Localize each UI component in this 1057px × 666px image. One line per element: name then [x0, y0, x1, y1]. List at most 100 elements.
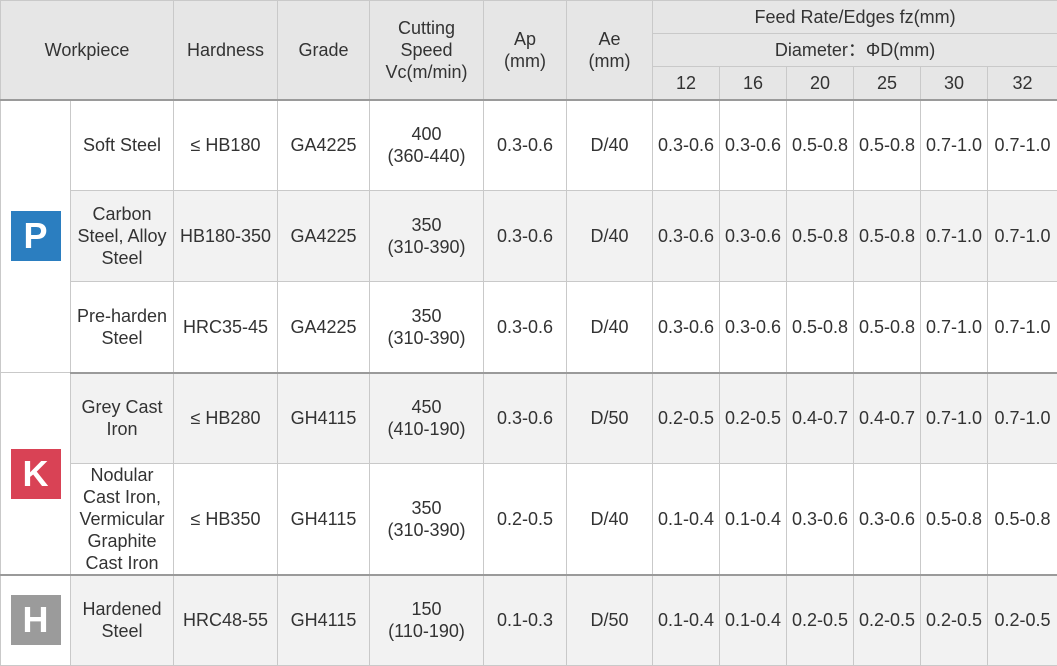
feed-cell: 0.5-0.8: [854, 100, 921, 191]
hardness-cell: HB180-350: [174, 191, 278, 282]
workpiece-cell: Nodular Cast Iron, Vermicular Graphite C…: [71, 464, 174, 576]
table-row: P Soft Steel ≤ HB180 GA4225 400 (360-440…: [1, 100, 1057, 191]
cutting-speed-cell: 450 (410-190): [370, 373, 484, 464]
feed-cell: 0.5-0.8: [854, 282, 921, 373]
cutting-speed-value: 350: [370, 497, 483, 519]
cutting-speed-value: 350: [370, 214, 483, 236]
hardness-cell: HRC35-45: [174, 282, 278, 373]
feed-cell: 0.7-1.0: [921, 373, 988, 464]
cutting-speed-range: (360-440): [370, 145, 483, 167]
feed-cell: 0.5-0.8: [854, 191, 921, 282]
header-workpiece: Workpiece: [1, 1, 174, 100]
group-p-cell: P: [1, 100, 71, 373]
feed-cell: 0.2-0.5: [720, 373, 787, 464]
ap-cell: 0.3-0.6: [484, 373, 567, 464]
cutting-speed-value: 150: [370, 598, 483, 620]
feed-cell: 0.1-0.4: [720, 464, 787, 576]
feed-cell: 0.3-0.6: [720, 100, 787, 191]
ae-cell: D/40: [567, 100, 653, 191]
feed-cell: 0.4-0.7: [787, 373, 854, 464]
cutting-speed-cell: 350 (310-390): [370, 464, 484, 576]
header-ap-line: (mm): [484, 50, 566, 72]
header-feed-rate: Feed Rate/Edges fz(mm): [653, 1, 1057, 34]
header-ae: Ae (mm): [567, 1, 653, 100]
workpiece-line: Steel: [71, 327, 173, 349]
workpiece-line: Nodular: [71, 464, 173, 486]
workpiece-line: Iron: [71, 418, 173, 440]
ap-cell: 0.2-0.5: [484, 464, 567, 576]
workpiece-line: Hardened: [71, 598, 173, 620]
header-ae-line: (mm): [567, 50, 652, 72]
workpiece-cell: Soft Steel: [71, 100, 174, 191]
cutting-speed-cell: 350 (310-390): [370, 282, 484, 373]
group-badge-p: P: [11, 211, 61, 261]
cutting-speed-range: (310-390): [370, 327, 483, 349]
header-cutting-speed-line: Cutting: [370, 17, 483, 39]
cutting-speed-range: (410-190): [370, 418, 483, 440]
header-grade: Grade: [278, 1, 370, 100]
feed-cell: 0.2-0.5: [854, 575, 921, 665]
cutting-speed-range: (310-390): [370, 519, 483, 541]
cutting-speed-range: (310-390): [370, 236, 483, 258]
feed-cell: 0.1-0.4: [653, 575, 720, 665]
table-row: K Grey Cast Iron ≤ HB280 GH4115 450 (410…: [1, 373, 1057, 464]
feed-cell: 0.1-0.4: [653, 464, 720, 576]
workpiece-line: Soft Steel: [71, 134, 173, 156]
hardness-cell: HRC48-55: [174, 575, 278, 665]
workpiece-line: Cast Iron,: [71, 486, 173, 508]
ae-cell: D/40: [567, 464, 653, 576]
workpiece-line: Steel: [71, 620, 173, 642]
feed-cell: 0.5-0.8: [787, 100, 854, 191]
workpiece-line: Vermicular: [71, 508, 173, 530]
feed-cell: 0.7-1.0: [988, 282, 1057, 373]
ae-cell: D/40: [567, 191, 653, 282]
workpiece-line: Carbon: [71, 203, 173, 225]
group-k-cell: K: [1, 373, 71, 576]
feed-cell: 0.2-0.5: [653, 373, 720, 464]
feed-cell: 0.7-1.0: [921, 191, 988, 282]
hardness-cell: ≤ HB350: [174, 464, 278, 576]
ap-cell: 0.3-0.6: [484, 100, 567, 191]
feed-cell: 0.2-0.5: [787, 575, 854, 665]
workpiece-line: Grey Cast: [71, 396, 173, 418]
feed-cell: 0.4-0.7: [854, 373, 921, 464]
workpiece-cell: Pre-harden Steel: [71, 282, 174, 373]
cutting-speed-value: 350: [370, 305, 483, 327]
ae-cell: D/50: [567, 373, 653, 464]
group-badge-k: K: [11, 449, 61, 499]
header-diameter-value: 25: [854, 67, 921, 100]
feed-cell: 0.7-1.0: [921, 282, 988, 373]
header-diameter: Diameter：ΦD(mm): [653, 34, 1057, 67]
feed-cell: 0.2-0.5: [988, 575, 1057, 665]
feed-cell: 0.3-0.6: [854, 464, 921, 576]
grade-cell: GH4115: [278, 575, 370, 665]
group-badge-h: H: [11, 595, 61, 645]
header-cutting-speed: Cutting Speed Vc(m/min): [370, 1, 484, 100]
feed-cell: 0.3-0.6: [653, 191, 720, 282]
cutting-speed-cell: 350 (310-390): [370, 191, 484, 282]
feed-cell: 0.5-0.8: [988, 464, 1057, 576]
header-diameter-value: 32: [988, 67, 1057, 100]
workpiece-line: Cast Iron: [71, 552, 173, 574]
grade-cell: GH4115: [278, 464, 370, 576]
workpiece-cell: Carbon Steel, Alloy Steel: [71, 191, 174, 282]
hardness-cell: ≤ HB180: [174, 100, 278, 191]
feed-cell: 0.2-0.5: [921, 575, 988, 665]
hardness-cell: ≤ HB280: [174, 373, 278, 464]
header-row-1: Workpiece Hardness Grade Cutting Speed V…: [1, 1, 1057, 34]
ap-cell: 0.3-0.6: [484, 191, 567, 282]
feed-cell: 0.5-0.8: [787, 282, 854, 373]
workpiece-line: Pre-harden: [71, 305, 173, 327]
feed-cell: 0.5-0.8: [921, 464, 988, 576]
workpiece-cell: Hardened Steel: [71, 575, 174, 665]
group-h-cell: H: [1, 575, 71, 665]
header-cutting-speed-line: Vc(m/min): [370, 61, 483, 83]
table-row: Nodular Cast Iron, Vermicular Graphite C…: [1, 464, 1057, 576]
cutting-speed-range: (110-190): [370, 620, 483, 642]
header-ae-line: Ae: [567, 28, 652, 50]
grade-cell: GA4225: [278, 100, 370, 191]
header-ap-line: Ap: [484, 28, 566, 50]
ap-cell: 0.3-0.6: [484, 282, 567, 373]
header-cutting-speed-line: Speed: [370, 39, 483, 61]
